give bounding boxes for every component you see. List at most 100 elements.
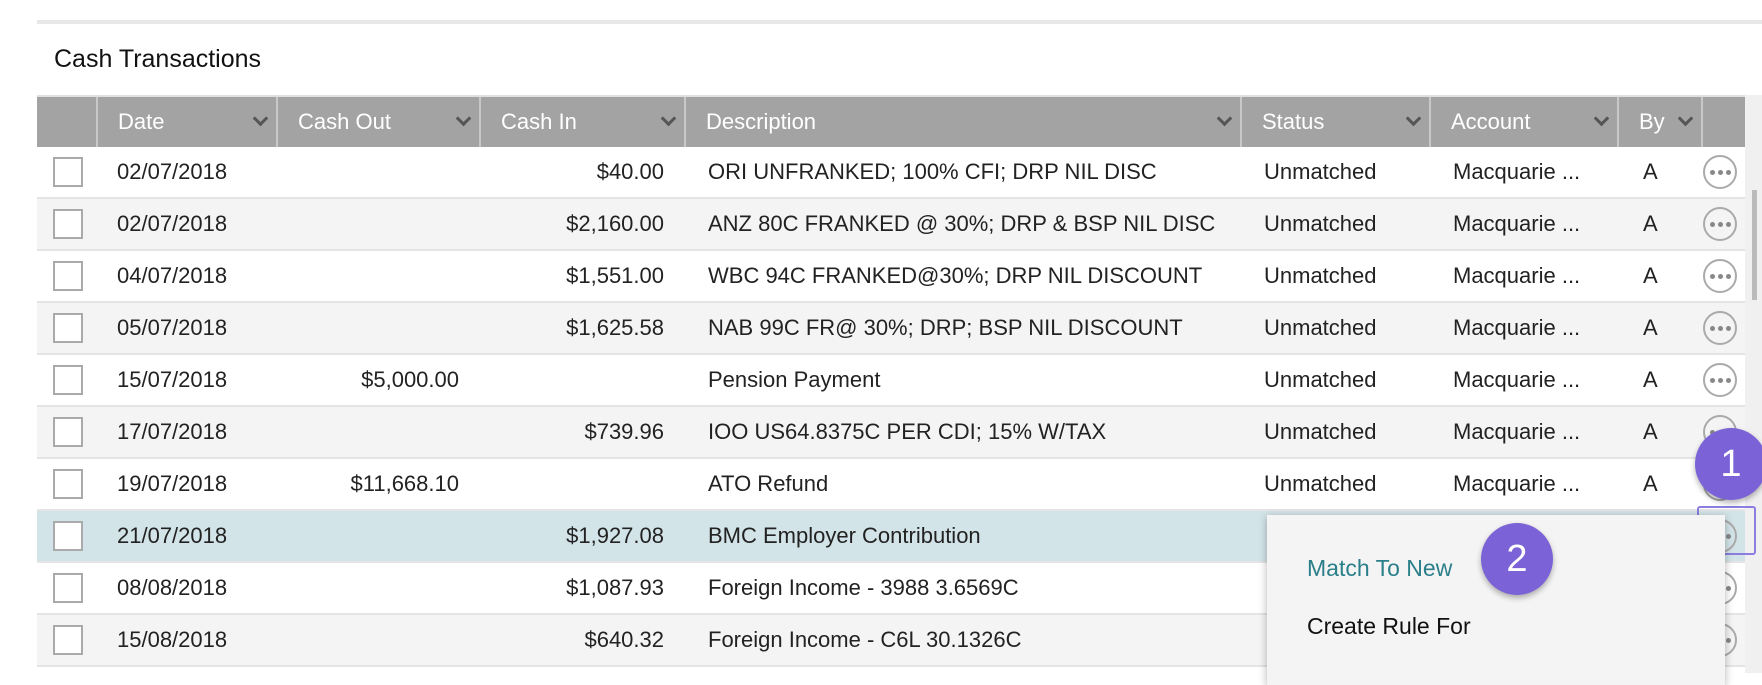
date-cell: 02/07/2018 — [117, 211, 228, 236]
actions-cell — [1703, 199, 1745, 249]
account-cell: Macquarie ... — [1453, 159, 1581, 184]
step-badge-2: 2 — [1481, 523, 1553, 595]
row-checkbox[interactable] — [52, 365, 83, 395]
dot — [1725, 325, 1731, 331]
status-cell: Unmatched — [1264, 159, 1377, 184]
chevron-down-icon[interactable] — [660, 110, 677, 127]
cash-in-cell: $2,160.00 — [566, 211, 664, 236]
vertical-scrollbar[interactable] — [1745, 95, 1762, 673]
actions-cell — [1703, 355, 1745, 405]
dot — [1717, 273, 1723, 279]
more-options-icon[interactable] — [1703, 311, 1737, 345]
date-cell: 17/07/2018 — [117, 419, 228, 444]
table-row[interactable]: 04/07/2018 $1,551.00 WBC 94C FRANKED@30%; … — [37, 251, 1745, 303]
chevron-down-icon[interactable] — [1216, 110, 1233, 127]
row-checkbox[interactable] — [52, 261, 83, 291]
select-cell — [37, 563, 98, 613]
account-cell: Macquarie ... — [1453, 211, 1581, 236]
select-cell — [37, 511, 98, 561]
date-cell: 02/07/2018 — [117, 159, 228, 184]
column-header-label: Description — [706, 109, 817, 134]
description-cell: BMC Employer Contribution — [708, 523, 981, 548]
column-header-label: By — [1639, 109, 1665, 134]
row-checkbox[interactable] — [52, 209, 83, 239]
date-cell: 15/07/2018 — [117, 367, 228, 392]
more-options-icon[interactable] — [1703, 259, 1737, 293]
chevron-down-icon[interactable] — [1593, 110, 1610, 127]
divider — [37, 20, 1762, 24]
dot — [1709, 325, 1715, 331]
actions-cell — [1703, 147, 1745, 197]
by-cell: A — [1643, 367, 1658, 392]
menu-item-create-rule-for[interactable]: Create Rule For — [1307, 613, 1471, 639]
row-checkbox[interactable] — [52, 417, 83, 447]
row-checkbox[interactable] — [52, 521, 83, 551]
dot — [1725, 169, 1731, 175]
dot — [1717, 377, 1723, 383]
more-options-icon[interactable] — [1703, 363, 1737, 397]
column-header-account[interactable]: Account — [1431, 97, 1619, 147]
dot — [1725, 637, 1731, 643]
actions-cell — [1703, 303, 1745, 353]
account-cell: Macquarie ... — [1453, 263, 1581, 288]
dot — [1709, 377, 1715, 383]
column-header-status[interactable]: Status — [1242, 97, 1431, 147]
description-cell: ORI UNFRANKED; 100% CFI; DRP NIL DISC — [708, 159, 1157, 184]
column-header-description[interactable]: Description — [686, 97, 1242, 147]
cash-in-cell: $739.96 — [584, 419, 664, 444]
chevron-down-icon[interactable] — [455, 110, 472, 127]
table-row[interactable]: 05/07/2018 $1,625.58 NAB 99C FR@ 30%; DRP;… — [37, 303, 1745, 355]
column-header-cash-out[interactable]: Cash Out — [278, 97, 481, 147]
dot — [1725, 273, 1731, 279]
dot — [1717, 221, 1723, 227]
by-cell: A — [1643, 159, 1658, 184]
column-header-label: Status — [1262, 109, 1325, 134]
chevron-down-icon[interactable] — [252, 110, 269, 127]
select-cell — [37, 199, 98, 249]
cash-in-cell: $1,551.00 — [566, 263, 664, 288]
table-row[interactable]: 02/07/2018 $2,160.00 ANZ 80C FRANKED @ 30%… — [37, 199, 1745, 251]
cash-in-cell: $1,927.08 — [566, 523, 664, 548]
account-cell: Macquarie ... — [1453, 419, 1581, 444]
row-checkbox[interactable] — [52, 625, 83, 655]
select-cell — [37, 355, 98, 405]
column-header-date[interactable]: Date — [98, 97, 278, 147]
more-options-icon[interactable] — [1703, 155, 1737, 189]
cash-in-cell: $40.00 — [596, 159, 664, 184]
table-row[interactable]: 19/07/2018 $11,668.10 ATO Refund Unmatched M… — [37, 459, 1745, 511]
cash-in-cell — [481, 355, 686, 405]
dot — [1709, 221, 1715, 227]
column-header-label: Cash In — [501, 109, 577, 134]
chevron-down-icon[interactable] — [1677, 110, 1694, 127]
select-cell — [37, 459, 98, 509]
column-header-cash-in[interactable]: Cash In — [481, 97, 686, 147]
chevron-down-icon[interactable] — [1405, 110, 1422, 127]
row-checkbox[interactable] — [52, 469, 83, 499]
dot — [1709, 273, 1715, 279]
step-badge-1: 1 — [1695, 428, 1762, 500]
cash-out-cell — [278, 147, 481, 197]
table-row[interactable]: 02/07/2018 $40.00 ORI UNFRANKED; 100% CFI;… — [37, 147, 1745, 199]
column-header-select — [37, 97, 98, 147]
column-header-by[interactable]: By — [1619, 97, 1703, 147]
more-options-icon[interactable] — [1703, 207, 1737, 241]
date-cell: 21/07/2018 — [117, 523, 228, 548]
description-cell: Foreign Income - 3988 3.6569C — [708, 575, 1019, 600]
table-row[interactable]: 08/08/2018 $1,087.93 Foreign Income - 3988… — [37, 563, 1745, 615]
cash-in-cell: $1,087.93 — [566, 575, 664, 600]
cash-in-cell: $640.32 — [584, 627, 664, 652]
row-checkbox[interactable] — [52, 313, 83, 343]
status-cell: Unmatched — [1264, 419, 1377, 444]
description-cell: IOO US64.8375C PER CDI; 15% W/TAX — [708, 419, 1107, 444]
cash-out-cell: $5,000.00 — [361, 367, 459, 392]
menu-item-match-to-new[interactable]: Match To New — [1307, 555, 1453, 581]
description-cell: NAB 99C FR@ 30%; DRP; BSP NIL DISCOUNT — [708, 315, 1183, 340]
account-cell: Macquarie ... — [1453, 471, 1581, 496]
scrollbar-thumb[interactable] — [1752, 190, 1757, 300]
row-checkbox[interactable] — [52, 157, 83, 187]
status-cell: Unmatched — [1264, 263, 1377, 288]
table-row[interactable]: 17/07/2018 $739.96 IOO US64.8375C PER CDI;… — [37, 407, 1745, 459]
table-row[interactable]: 15/07/2018 $5,000.00 Pension Payment Unmatc… — [37, 355, 1745, 407]
row-checkbox[interactable] — [52, 573, 83, 603]
description-cell: Foreign Income - C6L 30.1326C — [708, 627, 1022, 652]
